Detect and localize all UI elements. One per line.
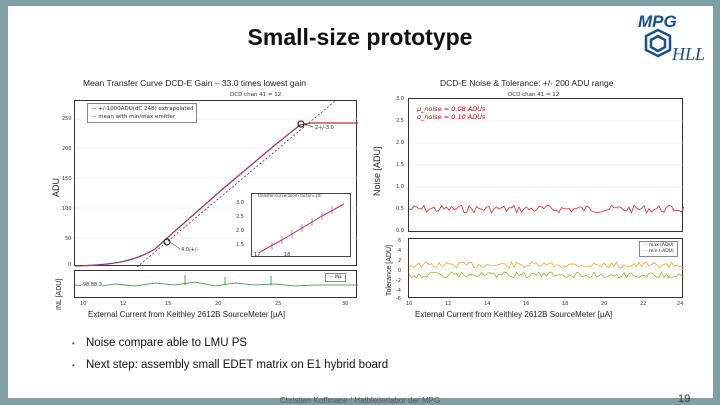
left-ytick: 100 [62,206,72,212]
right-noise-plot: μ_noise = 0.08 ADUs σ_noise = 0.10 ADUs [408,98,685,232]
legend-item-mean: — mean with min/max emitter [91,114,176,120]
inset-ytick: 3.0 [236,200,244,206]
left-xtick: 12 [120,301,127,307]
inset-ytick: 2.5 [236,214,244,220]
right-ytick: 3.0 [396,96,404,102]
tolerance-min-series [408,271,685,279]
inset-title: transfer curve(zoom factor=10) [258,193,322,198]
logo-text-bottom: HLL [671,44,705,64]
left-ytick: 50 [65,236,72,242]
left-xtick: 20 [215,301,222,307]
inl-legend: — INL [325,273,347,282]
zoom-inset: transfer curve(zoom factor=10) 3.0 2.5 2… [236,193,351,258]
transfer-curve-svg [74,100,358,268]
left-xtick: 30 [342,301,349,307]
right-xtick: 14 [484,301,491,307]
left-inl-plot: -98.88:3 — INL [74,270,358,298]
tolerance-legend: — max (ADU) — min (-ADU) [639,241,678,257]
right-plot-title: DCD-E Noise & Tolerance: +/- 200 ADU ran… [440,78,614,88]
right-ylabel: Noise [ADU] [372,146,382,196]
legend-item-max: — max (ADU) [643,243,674,248]
right-ytick-bottom: -6 [396,296,401,302]
mpg-hll-logo: MPG HLL [628,8,710,66]
right-ytick: 2.0 [396,140,404,146]
left-xtick: 15 [165,301,172,307]
right-ytick-bottom: 6 [398,238,402,244]
page-number: 19 [678,393,691,405]
bullet-item: • Noise compare able to LMU PS [72,337,248,349]
legend-item-fit: — +/-1000ADU(dC 248) extrapolated [91,106,194,112]
right-ytick: 1.0 [396,184,404,190]
legend-item-min: — min (-ADU) [643,249,674,254]
right-ytick-bottom: -2 [396,278,401,284]
left-ylabel: ADU [51,177,61,197]
minmax-band [74,124,301,267]
right-ytick: 2.5 [396,118,404,124]
left-transfer-plot: 2+/-3.0 4.0/+/- — +/-1000ADU(dC 248) ext… [74,100,358,268]
right-ytick: 0.0 [396,228,404,234]
left-plot-subtitle: DCD chan 41 = 12 [230,92,282,98]
inset-ytick: 2.0 [236,228,244,234]
right-xtick: 10 [406,301,413,307]
right-ytick: 0.5 [396,206,404,212]
right-ytick-bottom: 0 [398,268,402,274]
inset-xtick: 17 [254,252,261,258]
right-xtick: 12 [445,301,452,307]
logo-text-top: MPG [638,12,677,31]
right-ytick-bottom: -4 [396,288,401,294]
right-ytick-bottom: 2 [398,258,402,264]
high-marker-label: 2+/-3.0 [315,125,334,131]
extrapolated-fit-line [136,100,336,268]
right-xtick: 22 [640,301,647,307]
right-ylabel-bottom: Tolerance [ADU] [386,245,393,296]
left-ytick: 150 [62,176,72,182]
left-ytick: 200 [62,146,72,152]
slide-title: Small-size prototype [247,24,473,50]
footer-text: Christian Koffmane / Halbleiterlabor der… [279,396,441,405]
left-ytick: 0 [68,262,72,268]
inl-value: -98.88:3 [81,282,102,288]
bullet-item: • Next step: assembly small EDET matrix o… [72,359,389,371]
hexagon-icon [644,28,672,58]
left-ylabel-bottom: INL [ADU] [56,278,63,310]
noise-mean: μ_noise = 0.08 ADUs [417,105,486,113]
right-xtick: 16 [523,301,530,307]
inset-ytick: 1.5 [236,242,244,248]
noise-series [408,204,685,214]
right-plot-subtitle: DCD chan 41 = 12 [508,92,560,98]
left-xtick: 25 [275,301,282,307]
left-ytick: 250 [62,116,72,122]
right-xtick: 20 [601,301,608,307]
right-ytick: 1.5 [396,162,404,168]
noise-stats: μ_noise = 0.08 ADUs σ_noise = 0.10 ADUs [417,105,486,121]
left-legend: — +/-1000ADU(dC 248) extrapolated — mean… [87,103,198,123]
right-ytick-bottom: 4 [398,248,402,254]
right-xtick: 24 [677,301,684,307]
low-marker [163,238,171,246]
left-xlabel: External Current from Keithley 2612B Sou… [88,310,286,319]
low-marker-label: 4.0/+/- [181,247,199,253]
left-plot-title: Mean Transfer Curve DCD-E Gain – 33.0 ti… [83,78,306,88]
right-tolerance-plot: — max (ADU) — min (-ADU) [408,238,685,298]
bullet-list: • Noise compare able to LMU PS • Next step… [72,337,388,381]
left-xtick: 10 [80,301,87,307]
right-xlabel: External Current from Keithley 2612B Sou… [415,310,613,319]
right-xtick: 18 [562,301,569,307]
inset-xtick: 18 [284,252,291,258]
tolerance-max-series [408,261,685,269]
noise-sigma: σ_noise = 0.10 ADUs [417,113,486,121]
